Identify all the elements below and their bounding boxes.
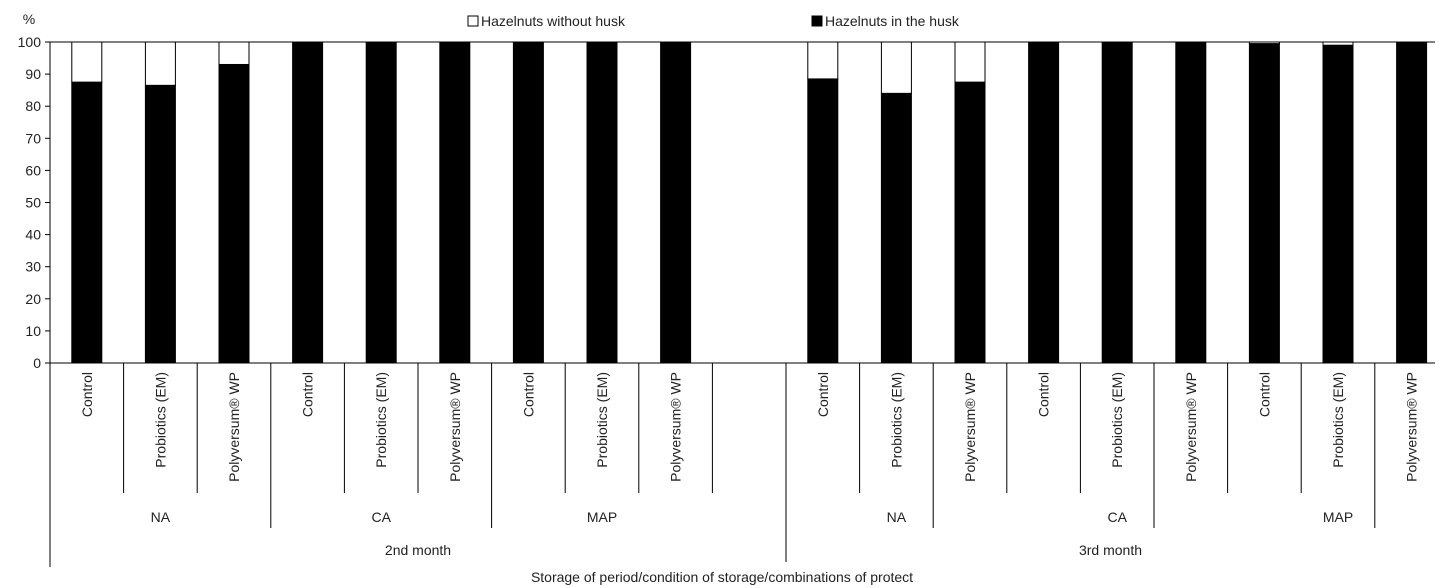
bar-in-husk [218,63,250,364]
category-label: Control [1256,372,1272,417]
y-axis: 0 10 20 30 40 50 60 70 80 90 100 [18,34,1435,567]
category-label: Polyversum® WP [226,372,242,482]
category-label: Control [1036,372,1052,417]
y-tick-label: 10 [25,323,41,339]
y-tick-label: 70 [25,130,41,146]
y-tick-label: 20 [25,291,41,307]
legend-swatch-in-husk [811,15,823,27]
legend-label-without-husk: Hazelnuts without husk [481,13,626,29]
category-label: Control [520,372,536,417]
y-tick-label: 100 [18,34,42,50]
y-tick-label: 90 [25,66,41,82]
bar-in-husk [71,81,103,364]
bar-without-husk [807,41,839,80]
bar-in-husk [660,41,692,364]
category-label: Probiotics (EM) [594,372,610,468]
bar-in-husk [1175,41,1207,364]
category-label: Control [815,372,831,417]
bar-in-husk [292,41,324,364]
category-label: Probiotics (EM) [152,372,168,468]
bar-in-husk [1396,41,1428,364]
period-label: 2nd month [385,542,451,558]
legend-swatch-without-husk [467,15,479,27]
bar-without-husk [218,41,250,65]
bar-in-husk [144,84,176,364]
condition-label: MAP [587,509,617,525]
bar-in-husk [880,92,912,364]
legend-label-in-husk: Hazelnuts in the husk [825,13,960,29]
bars [71,41,1428,364]
y-tick-label: 80 [25,98,41,114]
y-tick-label: 50 [25,195,41,211]
category-label: Polyversum® WP [962,372,978,482]
condition-label: NA [887,509,907,525]
category-label: Control [79,372,95,417]
y-axis-unit: % [23,11,35,27]
category-label: Polyversum® WP [1183,372,1199,482]
category-label: Control [300,372,316,417]
condition-label: CA [1107,509,1127,525]
bar-without-husk [1248,41,1280,45]
condition-label: CA [371,509,391,525]
bar-in-husk [365,41,397,364]
x-axis: Control Probiotics (EM) Polyversum® WP Cont… [50,362,1435,562]
y-tick-label: 40 [25,227,41,243]
condition-label: MAP [1323,509,1353,525]
category-label: Probiotics (EM) [1330,372,1346,468]
bar-without-husk [880,41,912,94]
y-tick-label: 30 [25,259,41,275]
category-label: Polyversum® WP [1404,372,1420,482]
bar-in-husk [1322,44,1354,364]
bar-in-husk [1101,41,1133,364]
bar-without-husk [1322,41,1354,46]
bar-in-husk [512,41,544,364]
category-label: Polyversum® WP [447,372,463,482]
y-tick-label: 60 [25,162,41,178]
bar-in-husk [439,41,471,364]
category-label: Polyversum® WP [668,372,684,482]
condition-label: NA [151,509,171,525]
bar-without-husk [144,41,176,86]
legend: Hazelnuts without husk Hazelnuts in the … [467,13,960,29]
bar-without-husk [71,41,103,83]
bar-in-husk [954,81,986,364]
period-label: 3rd month [1079,542,1142,558]
bar-without-husk [954,41,986,83]
category-label: Probiotics (EM) [1109,372,1125,468]
bar-in-husk [807,78,839,364]
x-axis-title: Storage of period/condition of storage/c… [531,569,913,585]
bar-in-husk [586,41,618,364]
bar-in-husk [1248,43,1280,364]
category-label: Probiotics (EM) [373,372,389,468]
y-tick-label: 0 [33,355,41,371]
bar-in-husk [1028,41,1060,364]
category-label: Probiotics (EM) [888,372,904,468]
